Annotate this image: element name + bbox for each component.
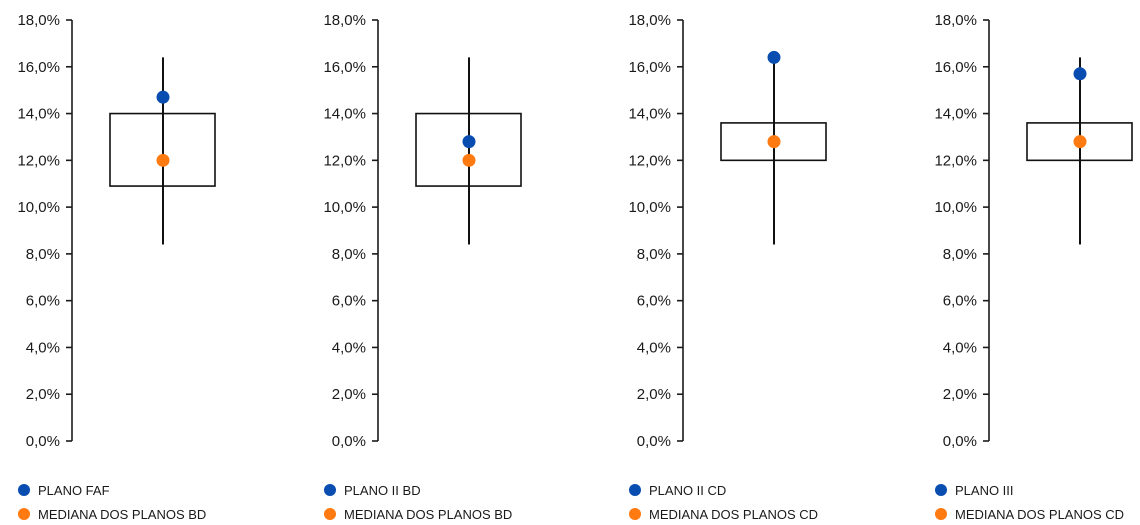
panel-2-tick-label: 14,0% — [323, 106, 366, 123]
panel-3-legend-label-2: MEDIANA DOS PLANOS CD — [649, 507, 818, 522]
panel-1-tick-label: 12,0% — [17, 152, 60, 169]
panel-4-legend-label-1: PLANO III — [955, 483, 1014, 498]
panel-4-tick-label: 16,0% — [934, 59, 977, 76]
panel-3-point-2 — [767, 135, 781, 149]
panel-1-tick-label: 14,0% — [17, 106, 60, 123]
panel-2-point-2 — [462, 153, 476, 167]
panel-3-legend-marker-1 — [629, 484, 641, 496]
panel-4-tick-label: 12,0% — [934, 152, 977, 169]
panel-4-tick-label: 14,0% — [934, 106, 977, 123]
panel-3-legend-marker-2 — [629, 508, 641, 520]
panel-3-point-1 — [767, 50, 781, 64]
panel-3-legend-label-1: PLANO II CD — [649, 483, 726, 498]
panel-4-tick-label: 4,0% — [943, 339, 977, 356]
panel-1-tick-label: 6,0% — [26, 293, 60, 310]
panel-1-tick-label: 2,0% — [26, 386, 60, 403]
panel-3-tick-label: 16,0% — [628, 59, 671, 76]
panel-4-legend-marker-1 — [935, 484, 947, 496]
panel-2-point-1 — [462, 135, 476, 149]
panel-2-tick-label: 10,0% — [323, 199, 366, 216]
panel-2-tick-label: 12,0% — [323, 152, 366, 169]
panel-4-tick-label: 0,0% — [943, 433, 977, 450]
panel-3-tick-label: 0,0% — [637, 433, 671, 450]
panel-3-tick-label: 18,0% — [628, 12, 671, 29]
panel-1-tick-label: 8,0% — [26, 246, 60, 263]
panel-1-tick-label: 16,0% — [17, 59, 60, 76]
panel-3-tick-label: 2,0% — [637, 386, 671, 403]
panel-4-legend-marker-2 — [935, 508, 947, 520]
panel-4-tick-label: 8,0% — [943, 246, 977, 263]
panel-2-tick-label: 6,0% — [332, 293, 366, 310]
panel-1-tick-label: 10,0% — [17, 199, 60, 216]
panel-1-tick-label: 0,0% — [26, 433, 60, 450]
panel-4-tick-label: 2,0% — [943, 386, 977, 403]
panel-4-point-1 — [1073, 67, 1087, 81]
panel-1-legend-marker-1 — [18, 484, 30, 496]
panel-4-point-2 — [1073, 135, 1087, 149]
panel-4-tick-label: 10,0% — [934, 199, 977, 216]
panel-2-tick-label: 2,0% — [332, 386, 366, 403]
panel-1-tick-label: 4,0% — [26, 339, 60, 356]
panel-3-tick-label: 6,0% — [637, 293, 671, 310]
panel-2-tick-label: 18,0% — [323, 12, 366, 29]
panel-1-tick-label: 18,0% — [17, 12, 60, 29]
panel-1-legend-label-1: PLANO FAF — [38, 483, 110, 498]
panel-2-legend-marker-2 — [324, 508, 336, 520]
panel-3-tick-label: 8,0% — [637, 246, 671, 263]
panel-3-tick-label: 12,0% — [628, 152, 671, 169]
panel-1-point-2 — [156, 153, 170, 167]
panel-4-tick-label: 18,0% — [934, 12, 977, 29]
panel-3-tick-label: 4,0% — [637, 339, 671, 356]
panel-1-legend-label-2: MEDIANA DOS PLANOS BD — [38, 507, 206, 522]
panel-3-tick-label: 10,0% — [628, 199, 671, 216]
panel-2-tick-label: 16,0% — [323, 59, 366, 76]
panel-1-point-1 — [156, 90, 170, 104]
panel-4-legend-label-2: MEDIANA DOS PLANOS CD — [955, 507, 1124, 522]
panel-2-legend-label-2: MEDIANA DOS PLANOS BD — [344, 507, 512, 522]
panel-2-tick-label: 0,0% — [332, 433, 366, 450]
panel-4-tick-label: 6,0% — [943, 293, 977, 310]
panel-3-tick-label: 14,0% — [628, 106, 671, 123]
panel-2-tick-label: 8,0% — [332, 246, 366, 263]
panel-2-legend-marker-1 — [324, 484, 336, 496]
panel-1-legend-marker-2 — [18, 508, 30, 520]
panel-2-legend-label-1: PLANO II BD — [344, 483, 421, 498]
panel-2-tick-label: 4,0% — [332, 339, 366, 356]
